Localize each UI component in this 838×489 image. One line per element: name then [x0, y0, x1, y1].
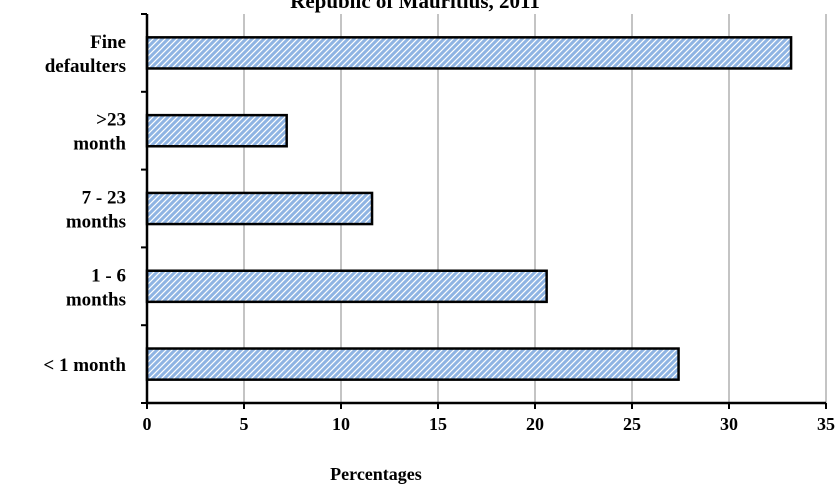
x-tick-label: 35: [817, 414, 835, 434]
bars: [145, 36, 793, 381]
category-label: < 1 month: [43, 355, 126, 376]
category-label: >23 month: [73, 110, 126, 155]
bar: [145, 347, 680, 381]
x-tick-label: 25: [623, 414, 641, 434]
x-tick-label: 0: [143, 414, 152, 434]
x-ticks: 0 5 10 15 20 25 30 35: [141, 13, 835, 434]
category-label: 1 - 6 months: [66, 265, 126, 310]
bar: [145, 191, 374, 226]
chart-title: Republic of Mauritius, 2011: [290, 0, 540, 13]
bar: [145, 36, 793, 70]
x-tick-label: 10: [332, 414, 350, 434]
category-label: Fine defaulters: [45, 32, 126, 77]
x-tick-label: 5: [240, 414, 249, 434]
x-axis-label: Percentages: [330, 464, 422, 484]
bar: [145, 113, 288, 148]
x-tick-label: 15: [429, 414, 447, 434]
x-tick-label: 20: [526, 414, 544, 434]
category-label: 7 - 23 months: [66, 188, 126, 233]
x-tick-label: 30: [720, 414, 738, 434]
axes: [145, 14, 826, 405]
gridlines: [243, 14, 827, 403]
bar: [145, 269, 548, 304]
